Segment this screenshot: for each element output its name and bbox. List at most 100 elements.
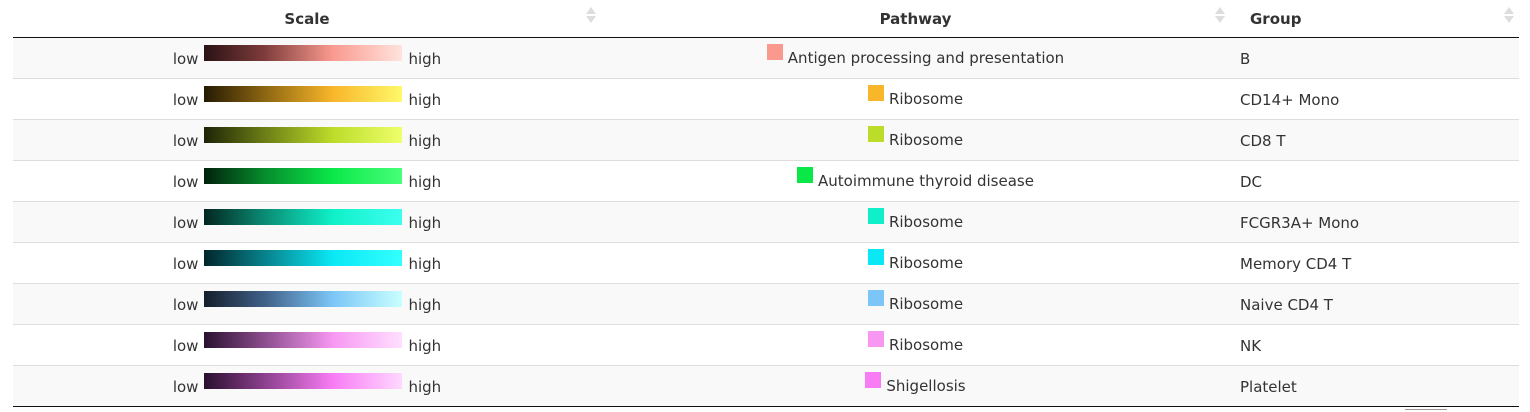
pathway-table: Scale Pathway Group low high Anti xyxy=(13,0,1519,407)
scale-cell: low high xyxy=(13,37,601,79)
scale-low-label: low xyxy=(172,50,199,68)
pathway-cell: Ribosome xyxy=(601,119,1230,161)
column-header-scale[interactable]: Scale xyxy=(13,0,601,38)
group-name: Platelet xyxy=(1240,378,1297,396)
color-scale: low high xyxy=(172,291,442,314)
table-row[interactable]: low high Ribosome NK xyxy=(13,324,1519,366)
gradient-bar xyxy=(204,45,403,61)
group-cell: B xyxy=(1230,37,1519,79)
color-scale: low high xyxy=(172,127,442,150)
scale-cell: low high xyxy=(13,119,601,161)
group-name: B xyxy=(1240,50,1251,68)
scale-cell: low high xyxy=(13,160,601,202)
header-row: Scale Pathway Group xyxy=(13,0,1519,38)
group-cell: NK xyxy=(1230,324,1519,366)
pathway-cell: Ribosome xyxy=(601,283,1230,325)
group-cell: CD14+ Mono xyxy=(1230,78,1519,120)
scale-high-label: high xyxy=(408,296,442,314)
group-cell: Memory CD4 T xyxy=(1230,242,1519,284)
group-name: Naive CD4 T xyxy=(1240,296,1333,314)
scale-high-label: high xyxy=(408,50,442,68)
scale-low-label: low xyxy=(172,214,199,232)
sort-icon[interactable] xyxy=(585,5,597,25)
scale-high-label: high xyxy=(408,132,442,150)
table-row[interactable]: low high Autoimmune thyroid disease DC xyxy=(13,160,1519,202)
color-scale: low high xyxy=(172,168,441,191)
gradient-bar xyxy=(204,332,403,348)
scale-low-label: low xyxy=(172,337,199,355)
gradient-bar xyxy=(204,291,403,307)
color-scale: low high xyxy=(172,209,442,232)
table-row[interactable]: low high Ribosome Naive CD4 T xyxy=(13,283,1519,325)
scale-high-label: high xyxy=(408,255,442,273)
gradient-bar xyxy=(204,86,403,102)
color-scale: low high xyxy=(172,373,442,396)
scale-low-label: low xyxy=(172,378,199,396)
column-header-label: Group xyxy=(1250,9,1302,28)
gradient-bar xyxy=(204,209,403,225)
color-swatch xyxy=(867,84,884,101)
color-swatch xyxy=(867,248,884,265)
group-name: CD14+ Mono xyxy=(1240,91,1340,109)
scale-cell: low high xyxy=(13,365,601,407)
scale-low-label: low xyxy=(172,132,199,150)
gradient-bar xyxy=(204,250,403,266)
group-cell: CD8 T xyxy=(1230,119,1519,161)
scale-low-label: low xyxy=(172,173,199,191)
color-swatch xyxy=(865,371,882,388)
scale-high-label: high xyxy=(408,378,442,396)
color-swatch xyxy=(867,207,884,224)
table-row[interactable]: low high Ribosome FCGR3A+ Mono xyxy=(13,201,1519,243)
gradient-bar xyxy=(204,168,403,184)
scale-high-label: high xyxy=(408,91,442,109)
pathway-cell: Ribosome xyxy=(601,78,1230,120)
pathway-name: Ribosome xyxy=(888,89,964,108)
scale-high-label: high xyxy=(408,337,442,355)
gradient-bar xyxy=(204,373,403,389)
pathway-cell: Autoimmune thyroid disease xyxy=(601,160,1230,202)
column-header-group[interactable]: Group xyxy=(1230,0,1519,38)
pathway-name: Ribosome xyxy=(888,294,964,313)
pathway-cell: Antigen processing and presentation xyxy=(601,37,1230,79)
pagination-edge xyxy=(1405,409,1447,412)
sort-icon[interactable] xyxy=(1503,5,1515,25)
pathway-name: Antigen processing and presentation xyxy=(787,48,1065,67)
column-header-pathway[interactable]: Pathway xyxy=(601,0,1230,38)
pathway-cell: Ribosome xyxy=(601,242,1230,284)
pathway-name: Ribosome xyxy=(888,253,964,272)
pathway-name: Autoimmune thyroid disease xyxy=(818,171,1034,190)
color-scale: low high xyxy=(172,45,442,68)
color-swatch xyxy=(867,330,884,347)
group-name: NK xyxy=(1240,337,1262,355)
color-swatch xyxy=(766,43,783,60)
group-cell: Platelet xyxy=(1230,365,1519,407)
group-cell: FCGR3A+ Mono xyxy=(1230,201,1519,243)
table-row[interactable]: low high Ribosome CD8 T xyxy=(13,119,1519,161)
color-scale: low high xyxy=(172,332,442,355)
pathway-cell: Shigellosis xyxy=(601,365,1230,407)
scale-cell: low high xyxy=(13,242,601,284)
scale-cell: low high xyxy=(13,201,601,243)
pathway-cell: Ribosome xyxy=(601,201,1230,243)
group-cell: Naive CD4 T xyxy=(1230,283,1519,325)
pathway-name: Ribosome xyxy=(888,335,964,354)
sort-icon[interactable] xyxy=(1214,5,1226,25)
table-row[interactable]: low high Antigen processing and presenta… xyxy=(13,37,1519,79)
scale-cell: low high xyxy=(13,283,601,325)
table-row[interactable]: low high Ribosome Memory CD4 T xyxy=(13,242,1519,284)
table-row[interactable]: low high Shigellosis Platelet xyxy=(13,365,1519,407)
group-name: CD8 T xyxy=(1240,132,1286,150)
color-swatch xyxy=(867,125,884,142)
group-name: FCGR3A+ Mono xyxy=(1240,214,1360,232)
pathway-name: Ribosome xyxy=(888,212,964,231)
gradient-bar xyxy=(204,127,403,143)
scale-low-label: low xyxy=(172,296,199,314)
scale-cell: low high xyxy=(13,78,601,120)
table-row[interactable]: low high Ribosome CD14+ Mono xyxy=(13,78,1519,120)
column-header-label: Pathway xyxy=(879,9,952,28)
scale-cell: low high xyxy=(13,324,601,366)
scale-high-label: high xyxy=(408,214,442,232)
scale-low-label: low xyxy=(172,255,199,273)
pathway-name: Shigellosis xyxy=(886,376,966,395)
color-swatch xyxy=(867,289,884,306)
